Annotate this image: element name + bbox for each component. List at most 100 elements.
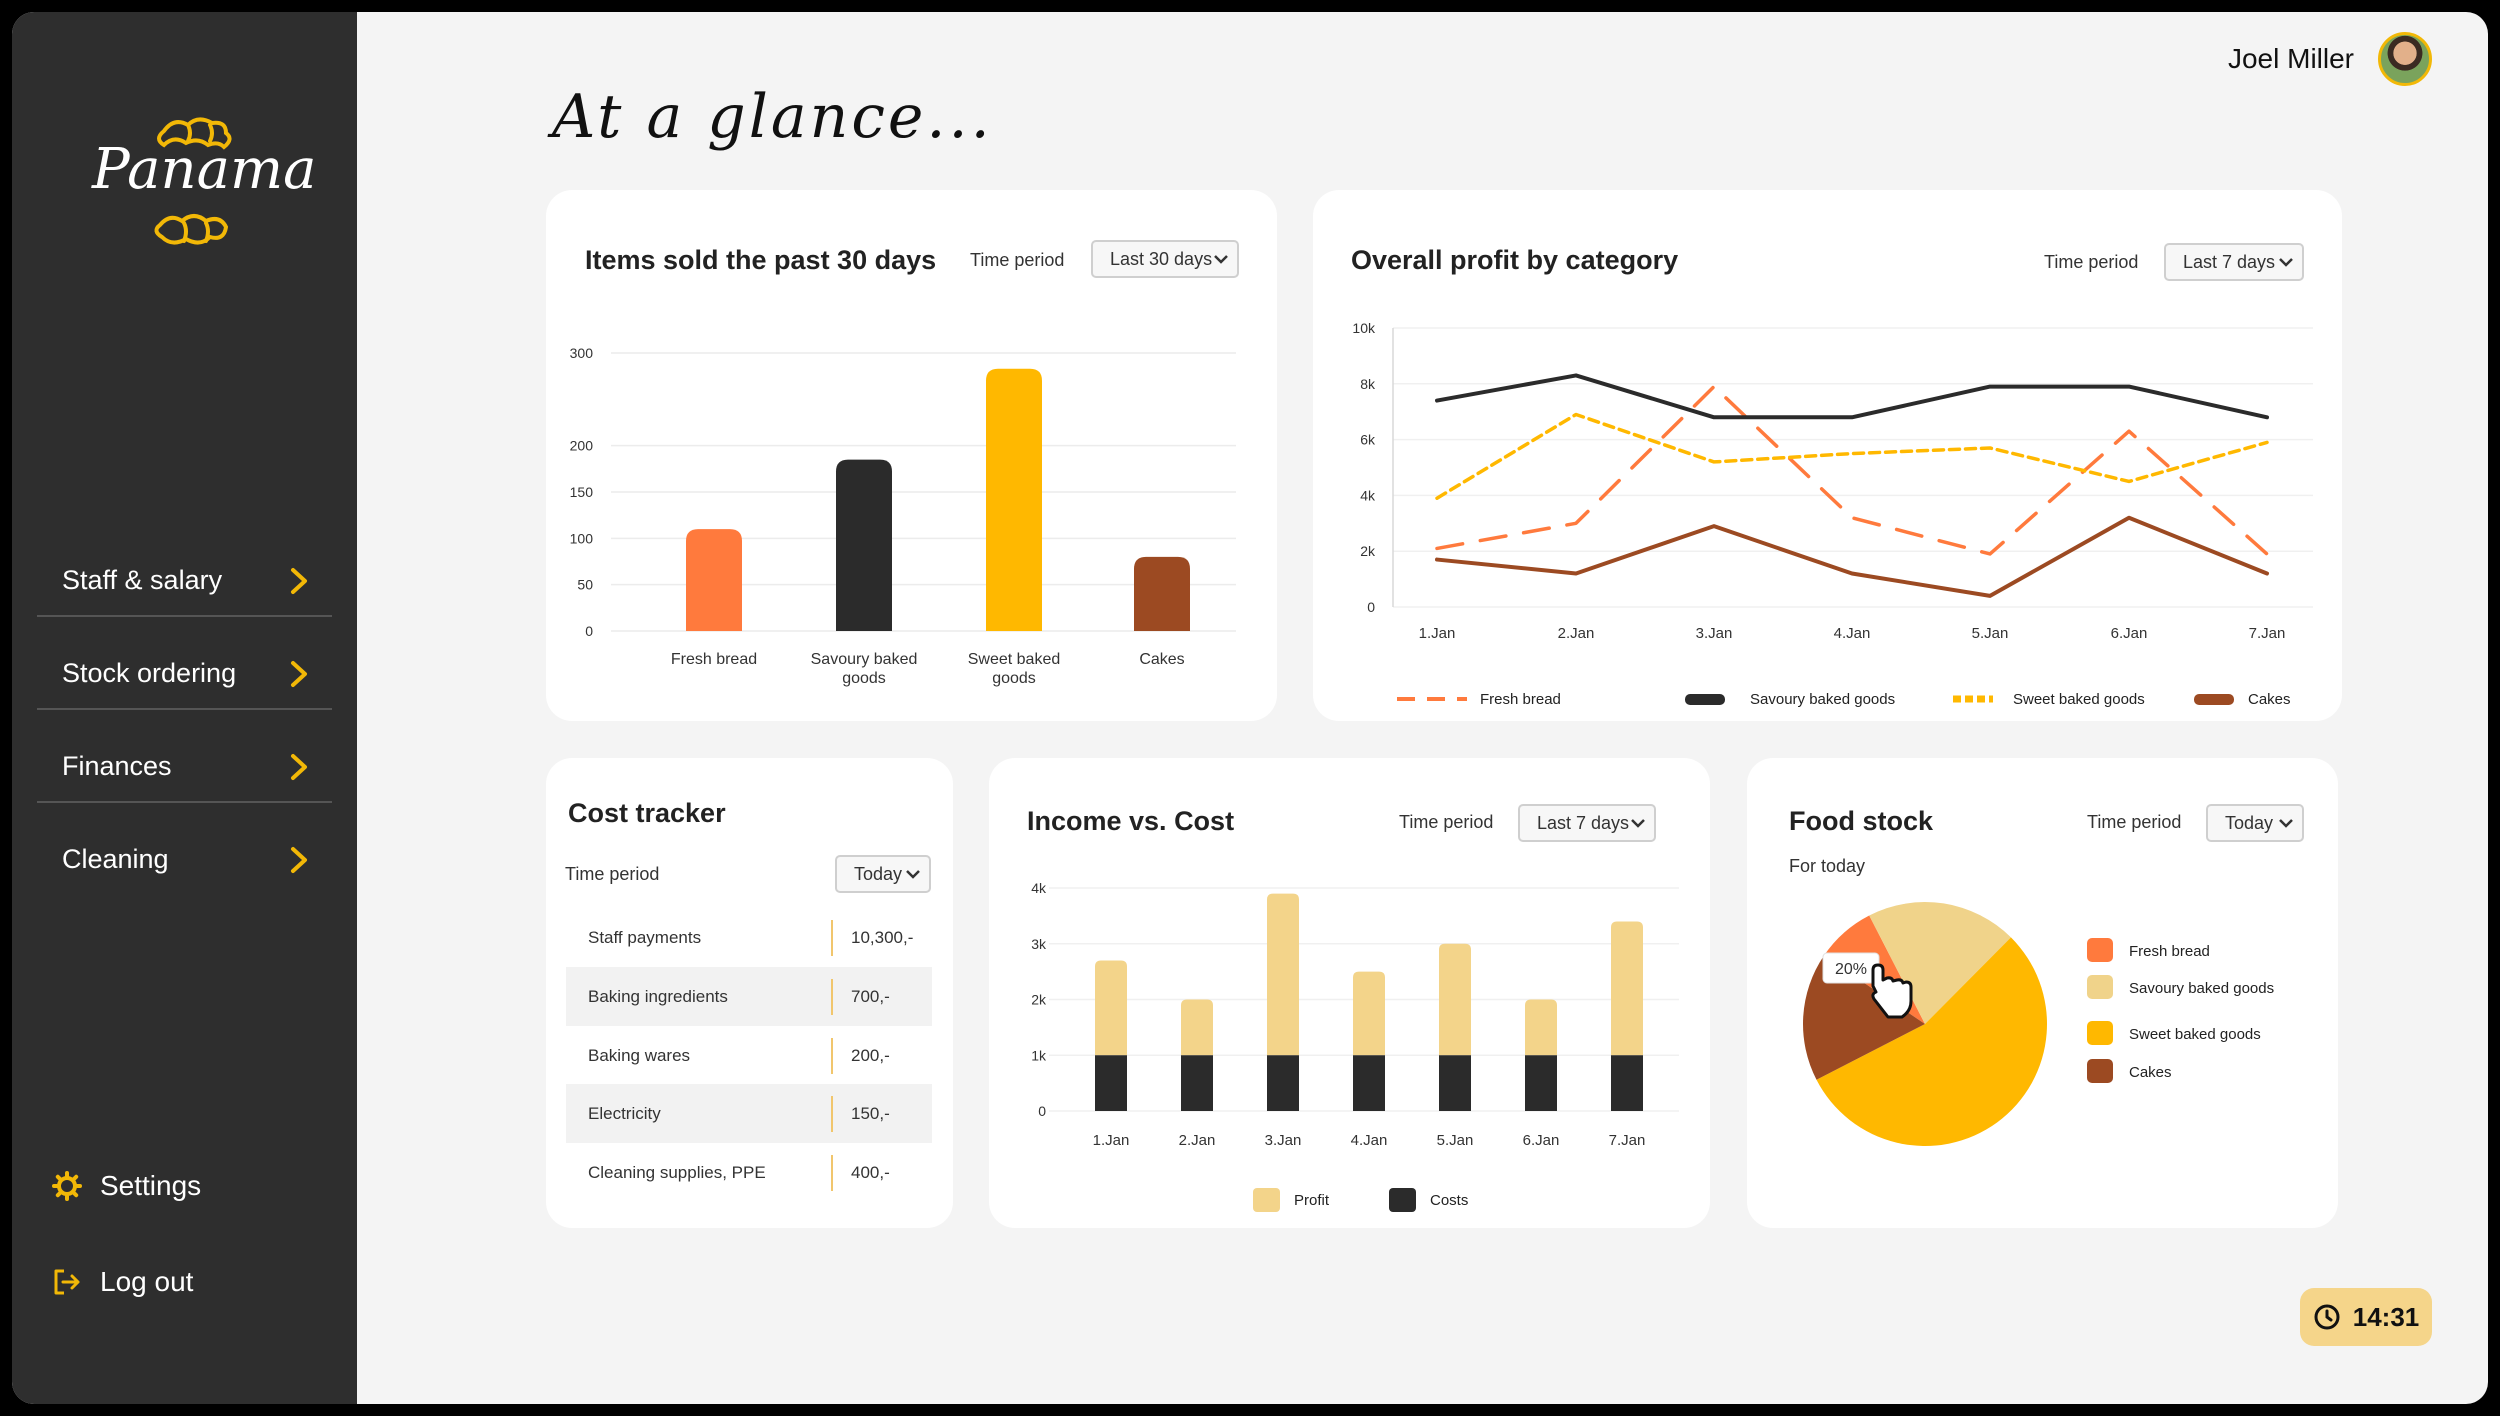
row-name: Cleaning supplies, PPE	[588, 1162, 766, 1182]
profit-line-chart: 0 2k 4k 6k 8k 10k 1.Jan 2.Jan 3.Jan 4.Jan 5.Jan 6.J…	[1352, 320, 2313, 708]
select-value: Today	[854, 863, 903, 884]
select-value: Today	[2225, 812, 2274, 833]
x-tick-label: 7.Jan	[1609, 1132, 1646, 1149]
row-name: Staff payments	[588, 927, 702, 947]
time-period-select[interactable]: Last 7 days	[2164, 243, 2304, 281]
legend-label: Profit	[1294, 1192, 1330, 1209]
legend-swatch	[1253, 1188, 1280, 1212]
table-row: Cleaning supplies, PPE 400,-	[566, 1143, 932, 1202]
y-tick-label: 0	[1038, 1103, 1046, 1119]
divider	[831, 1154, 833, 1191]
bar-profit	[1267, 893, 1299, 1056]
chevron-down-icon	[2279, 258, 2293, 267]
y-tick-label: 8k	[1360, 376, 1376, 392]
select-value: Last 7 days	[2183, 251, 2276, 272]
y-tick-label: 0	[585, 623, 593, 639]
bar	[986, 368, 1042, 631]
income-cost-card: Income vs. Cost Time period Last 7 days …	[989, 758, 1710, 1228]
logout-button[interactable]: Log out	[52, 1266, 193, 1298]
bar-profit	[1095, 960, 1127, 1056]
sidebar-item-finances[interactable]: Finances	[37, 720, 332, 813]
bar-costs	[1095, 1055, 1127, 1111]
bar-profit	[1525, 999, 1557, 1056]
settings-label: Settings	[100, 1170, 202, 1201]
pie-slice	[1869, 902, 2011, 1024]
bar	[836, 459, 892, 631]
pie-slice	[1816, 937, 2047, 1147]
pie-tooltip-label: 20%	[1835, 961, 1867, 978]
page-title: At a glance...	[552, 82, 993, 152]
divider	[831, 919, 833, 956]
legend-swatch	[2087, 1021, 2113, 1045]
bar-profit	[1611, 921, 1643, 1056]
legend-label: Savoury baked goods	[1750, 691, 1895, 708]
sidebar-item-stock-ordering[interactable]: Stock ordering	[37, 627, 332, 720]
divider	[831, 978, 833, 1015]
sidebar-item-label: Cleaning	[62, 844, 169, 874]
gear-icon	[52, 1171, 82, 1201]
bar-profit	[1181, 999, 1213, 1056]
user-name: Joel Miller	[2227, 43, 2354, 74]
x-tick-label: 1.Jan	[1419, 625, 1456, 642]
x-tick-label: 7.Jan	[2249, 625, 2286, 642]
bar-costs	[1439, 1055, 1471, 1111]
y-tick-label: 0	[1367, 599, 1375, 615]
clock-time: 14:31	[2352, 1301, 2420, 1332]
sidebar-item-cleaning[interactable]: Cleaning	[37, 813, 332, 906]
card-title: Income vs. Cost	[1027, 806, 1235, 836]
user-menu[interactable]: Joel Miller	[2228, 32, 2432, 86]
sidebar-item-label: Finances	[62, 751, 172, 781]
legend-label: Fresh bread	[2129, 943, 2210, 960]
bar-profit	[1353, 971, 1385, 1056]
time-period-label: Time period	[2044, 252, 2139, 272]
row-value: 10,300,-	[851, 927, 914, 947]
series-line	[1435, 412, 2269, 500]
x-tick-label: 2.Jan	[1558, 625, 1595, 642]
card-title: Overall profit by category	[1351, 245, 1679, 275]
x-tick-label: Fresh bread	[671, 651, 757, 668]
chevron-down-icon	[1631, 819, 1645, 828]
avatar[interactable]	[2378, 32, 2432, 86]
divider	[831, 1037, 833, 1074]
app-window: Panama Staff & salary Stock ordering Fin…	[12, 12, 2488, 1404]
sidebar-item-staff-salary[interactable]: Staff & salary	[37, 534, 332, 627]
legend-label: Sweet baked goods	[2129, 1026, 2261, 1043]
y-tick-label: 150	[570, 484, 594, 500]
bar-costs	[1181, 1055, 1213, 1111]
row-name: Electricity	[588, 1103, 661, 1123]
chevron-down-icon	[2279, 819, 2293, 828]
y-tick-label: 2k	[1360, 543, 1376, 559]
divider	[831, 1095, 833, 1132]
chevron-down-icon	[906, 870, 920, 879]
items-sold-card: Items sold the past 30 days Time period …	[546, 190, 1277, 721]
legend-swatch	[2194, 694, 2234, 705]
time-period-select[interactable]: Last 7 days	[1518, 804, 1656, 842]
series-line	[1435, 515, 2269, 598]
x-tick-label: goods	[842, 670, 886, 687]
row-value: 150,-	[851, 1103, 890, 1123]
x-tick-label: 3.Jan	[1265, 1132, 1302, 1149]
y-tick-label: 200	[570, 438, 594, 454]
legend-swatch	[2087, 938, 2113, 962]
card-title: Food stock	[1789, 806, 1934, 836]
logout-label: Log out	[100, 1266, 194, 1297]
time-period-select[interactable]: Last 30 days	[1091, 240, 1239, 278]
x-tick-label: 3.Jan	[1696, 625, 1733, 642]
brand-logo: Panama	[92, 97, 317, 292]
card-subtitle: For today	[1789, 856, 1866, 876]
divider	[37, 801, 332, 803]
y-tick-label: 50	[577, 577, 593, 593]
y-tick-label: 1k	[1031, 1047, 1047, 1063]
time-period-select[interactable]: Today	[835, 855, 931, 893]
time-period-label: Time period	[970, 250, 1065, 270]
table-row: Baking ingredients 700,-	[566, 967, 932, 1026]
time-period-select[interactable]: Today	[2206, 804, 2304, 842]
time-period-label: Time period	[2087, 812, 2182, 832]
bar-costs	[1353, 1055, 1385, 1111]
select-value: Last 30 days	[1110, 248, 1213, 269]
x-tick-label: Sweet baked	[968, 651, 1061, 668]
sidebar-item-label: Staff & salary	[62, 565, 223, 595]
settings-button[interactable]: Settings	[52, 1170, 201, 1202]
chevron-right-icon	[291, 660, 307, 687]
table-row: Baking wares 200,-	[566, 1026, 932, 1085]
